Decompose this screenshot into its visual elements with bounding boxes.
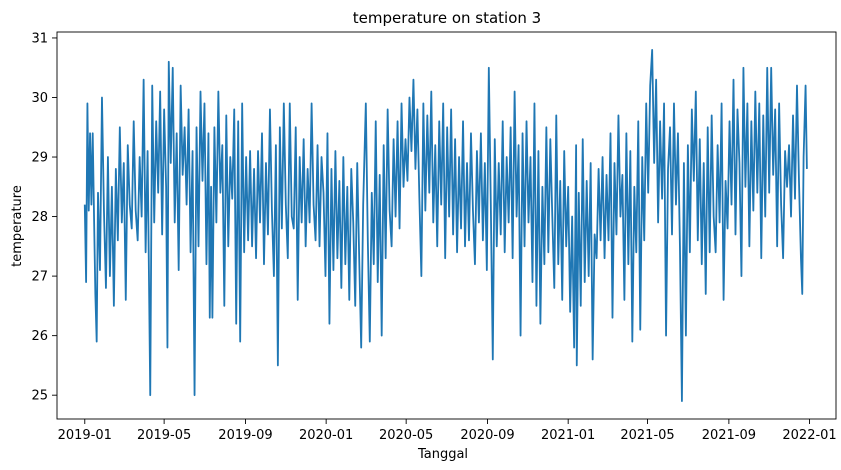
y-axis: 25 26 27 28 29 30 31 xyxy=(31,31,57,404)
x-axis: 2019-01 2019-05 2019-09 2020-01 2020-05 2020-… xyxy=(58,419,837,443)
y-tick-label: 29 xyxy=(31,151,48,166)
x-tick-label: 2019-05 xyxy=(137,428,191,443)
chart-title: temperature on station 3 xyxy=(353,9,541,27)
x-tick-label: 2020-01 xyxy=(299,428,353,443)
series-line-1 xyxy=(83,48,808,403)
x-tick-label: 2020-09 xyxy=(460,428,514,443)
x-tick-label: 2019-09 xyxy=(218,428,272,443)
x-tick-label: 2019-01 xyxy=(58,428,112,443)
y-tick-label: 25 xyxy=(31,389,48,404)
x-tick-label: 2021-05 xyxy=(620,428,674,443)
y-axis-label: temperature xyxy=(10,185,25,267)
x-axis-label: Tanggal xyxy=(417,447,468,462)
y-tick-label: 30 xyxy=(31,91,48,106)
x-tick-label: 2021-09 xyxy=(702,428,756,443)
x-tick-label: 2020-05 xyxy=(379,428,433,443)
x-tick-label: 2022-01 xyxy=(782,428,836,443)
series-layer xyxy=(83,48,808,403)
y-tick-label: 27 xyxy=(31,270,48,285)
y-tick-label: 28 xyxy=(31,210,48,225)
y-tick-label: 26 xyxy=(31,329,48,344)
x-tick-label: 2021-01 xyxy=(541,428,595,443)
plot-frame xyxy=(56,31,837,420)
y-tick-label: 31 xyxy=(31,31,48,46)
